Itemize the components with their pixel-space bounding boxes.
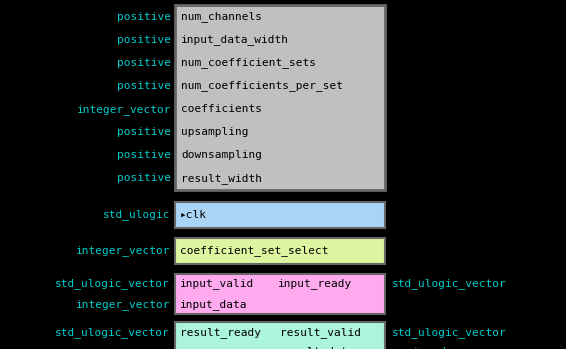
Text: std_ulogic: std_ulogic [102,209,170,221]
Text: integer_vector: integer_vector [76,104,171,114]
Text: coefficient_set_select: coefficient_set_select [180,246,328,257]
Text: num_coefficient_sets: num_coefficient_sets [181,57,316,68]
Text: result_ready: result_ready [180,328,261,339]
Text: downsampling: downsampling [181,150,262,160]
Text: positive: positive [117,173,171,184]
Text: positive: positive [117,150,171,160]
Bar [175,238,385,264]
Text: result_valid: result_valid [280,328,361,339]
Text: positive: positive [117,81,171,91]
Text: u_signed: u_signed [392,347,446,349]
Text: input_valid: input_valid [180,279,254,289]
Bar [175,274,385,314]
Text: result_width: result_width [181,173,262,184]
Text: std_ulogic_vector: std_ulogic_vector [55,328,170,339]
Text: std_ulogic_vector: std_ulogic_vector [392,328,507,339]
Text: coefficients: coefficients [181,104,262,114]
Bar [175,322,385,349]
Text: ▸clk: ▸clk [180,210,207,220]
Text: input_data: input_data [180,299,247,311]
Text: upsampling: upsampling [181,127,248,137]
Text: result_data: result_data [280,347,354,349]
Text: positive: positive [117,58,171,68]
Text: num_coefficients_per_set: num_coefficients_per_set [181,81,343,91]
Text: num_channels: num_channels [181,11,262,22]
Text: std_ulogic_vector: std_ulogic_vector [392,279,507,289]
Text: positive: positive [117,12,171,22]
Text: input_data_width: input_data_width [181,34,289,45]
Bar [175,5,385,190]
Text: std_ulogic_vector: std_ulogic_vector [55,279,170,289]
Text: integer_vector: integer_vector [75,246,170,257]
Text: input_ready: input_ready [278,279,352,289]
Bar [175,202,385,228]
Text: positive: positive [117,127,171,137]
Text: integer_vector: integer_vector [75,299,170,311]
Text: positive: positive [117,35,171,45]
